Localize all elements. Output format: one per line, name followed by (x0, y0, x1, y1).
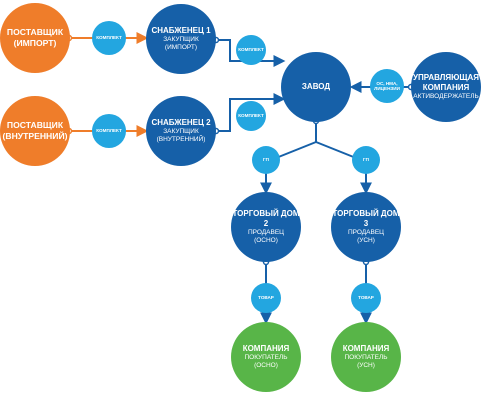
badge-assets-licenses: ОС, НМА, ЛИЦЕНЗИИ (370, 69, 404, 103)
edge-factory-trading-house-2 (260, 121, 317, 195)
badge-komplekt-label: КОМПЛЕКТ (96, 35, 122, 41)
node-trading-house-3-title: ТОРГОВЫЙ ДОМ 3 (332, 209, 400, 228)
badge-komplekt-label: КОМПЛЕКТ (238, 47, 264, 53)
node-supplier-import-title-1: ПОСТАВЩИК (6, 27, 64, 37)
badge-komplekt-procurer-1: КОМПЛЕКТ (236, 35, 266, 65)
node-trading-house-2-title: ТОРГОВЫЙ ДОМ 2 (232, 209, 300, 228)
node-supplier-domestic-title-2: (ВНУТРЕННИЙ) (2, 131, 68, 141)
node-buyer-osno-title: КОМПАНИЯ (242, 344, 290, 353)
node-supplier-domestic[interactable]: ПОСТАВЩИК (ВНУТРЕННИЙ) (0, 96, 70, 166)
node-buyer-osno-role-2: (ОСНО) (254, 362, 278, 369)
badge-gp-right: ГП (352, 146, 380, 174)
node-management-company[interactable]: УПРАВЛЯЮЩАЯ КОМПАНИЯ АКТИВОДЕРЖАТЕЛЬ (411, 52, 481, 122)
badge-gp-label: ГП (363, 157, 369, 163)
badge-tovar-right: ТОВАР (351, 283, 381, 313)
badge-gp-label: ГП (263, 157, 269, 163)
node-trading-house-3-role-2: (УСН) (357, 237, 375, 244)
node-factory[interactable]: ЗАВОД (281, 52, 351, 122)
badge-komplekt-supplier-import: КОМПЛЕКТ (92, 21, 126, 55)
node-procurer-2[interactable]: СНАБЖЕНЕЦ 2 ЗАКУПЩИК (ВНУТРЕННИЙ) (146, 96, 216, 166)
badge-komplekt-supplier-domestic: КОМПЛЕКТ (92, 114, 126, 148)
node-trading-house-2[interactable]: ТОРГОВЫЙ ДОМ 2 ПРОДАВЕЦ (ОСНО) (231, 192, 301, 262)
node-procurer-1-role-1: ЗАКУПЩИК (163, 36, 199, 43)
node-supplier-import[interactable]: ПОСТАВЩИК (ИМПОРТ) (0, 3, 70, 73)
badge-tovar-label: ТОВАР (358, 295, 374, 301)
node-procurer-2-role-2: (ВНУТРЕННИЙ) (156, 136, 206, 143)
edge-procurer-2-factory (216, 93, 286, 132)
badge-komplekt-procurer-2: КОМПЛЕКТ (236, 101, 266, 131)
node-trading-house-3-role-1: ПРОДАВЕЦ (348, 229, 384, 236)
node-buyer-osno[interactable]: КОМПАНИЯ ПОКУПАТЕЛЬ (ОСНО) (231, 322, 301, 392)
node-buyer-usn-title: КОМПАНИЯ (342, 344, 390, 353)
node-procurer-2-role-1: ЗАКУПЩИК (163, 128, 199, 135)
node-management-title-2: КОМПАНИЯ (422, 83, 470, 92)
node-management-title-1: УПРАВЛЯЮЩАЯ (412, 73, 479, 82)
badge-komplekt-label: КОМПЛЕКТ (238, 113, 264, 119)
node-supplier-import-title-2: (ИМПОРТ) (13, 38, 57, 48)
badge-assets-label-1: ОС, НМА, (376, 80, 398, 86)
node-trading-house-2-role-1: ПРОДАВЕЦ (248, 229, 284, 236)
node-buyer-usn-role-2: (УСН) (357, 362, 375, 369)
node-trading-house-2-role-2: (ОСНО) (254, 237, 278, 244)
node-buyer-osno-role-1: ПОКУПАТЕЛЬ (244, 354, 288, 361)
node-factory-title: ЗАВОД (301, 82, 331, 91)
badge-komplekt-label: КОМПЛЕКТ (96, 128, 122, 134)
node-procurer-1-title: СНАБЖЕНЕЦ 1 (151, 26, 211, 35)
node-management-role: АКТИВОДЕРЖАТЕЛЬ (413, 93, 479, 100)
badge-gp-left: ГП (252, 146, 280, 174)
node-buyer-usn-role-1: ПОКУПАТЕЛЬ (344, 354, 388, 361)
node-supplier-domestic-title-1: ПОСТАВЩИК (6, 120, 64, 130)
badge-tovar-left: ТОВАР (251, 283, 281, 313)
node-procurer-1-role-2: (ИМПОРТ) (164, 44, 198, 51)
node-procurer-2-title: СНАБЖЕНЕЦ 2 (151, 118, 211, 127)
badge-tovar-label: ТОВАР (258, 295, 274, 301)
node-trading-house-3[interactable]: ТОРГОВЫЙ ДОМ 3 ПРОДАВЕЦ (УСН) (331, 192, 401, 262)
badge-assets-label-2: ЛИЦЕНЗИИ (374, 86, 400, 91)
node-buyer-usn[interactable]: КОМПАНИЯ ПОКУПАТЕЛЬ (УСН) (331, 322, 401, 392)
node-procurer-1[interactable]: СНАБЖЕНЕЦ 1 ЗАКУПЩИК (ИМПОРТ) (146, 4, 216, 74)
